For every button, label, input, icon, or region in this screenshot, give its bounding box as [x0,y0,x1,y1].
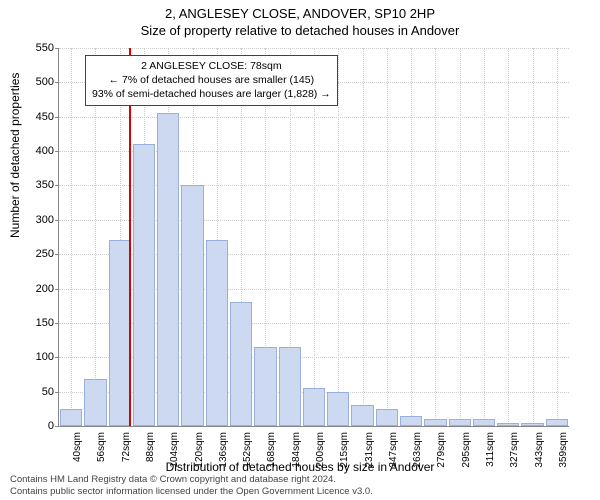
y-tick-mark [55,151,59,152]
histogram-bar [521,423,543,426]
x-tick-label: 247sqm [388,432,399,472]
y-tick-label: 150 [14,317,54,329]
gridline-v [484,48,485,426]
x-tick-label: 120sqm [194,432,205,472]
x-tick-label: 72sqm [121,432,132,472]
histogram-bar [473,419,495,426]
y-tick-mark [55,289,59,290]
gridline-v [411,48,412,426]
y-tick-mark [55,357,59,358]
gridline-v [533,48,534,426]
y-tick-label: 100 [14,351,54,363]
gridline-v [387,48,388,426]
x-tick-label: 359sqm [558,432,569,472]
y-tick-label: 350 [14,179,54,191]
x-tick-label: 263sqm [412,432,423,472]
histogram-bar [109,240,131,426]
histogram-bar [133,144,155,426]
y-tick-mark [55,426,59,427]
gridline-v [508,48,509,426]
y-tick-label: 200 [14,283,54,295]
y-tick-mark [55,254,59,255]
histogram-bar [351,405,373,426]
x-tick-label: 168sqm [266,432,277,472]
gridline-v [338,48,339,426]
footer-attribution: Contains HM Land Registry data © Crown c… [10,474,373,498]
y-tick-label: 0 [14,420,54,432]
y-tick-label: 50 [14,386,54,398]
histogram-bar [181,185,203,426]
x-tick-label: 184sqm [291,432,302,472]
gridline-v [460,48,461,426]
histogram-bar [376,409,398,426]
x-tick-label: 104sqm [169,432,180,472]
x-tick-label: 200sqm [315,432,326,472]
histogram-bar [157,113,179,426]
y-tick-label: 450 [14,111,54,123]
annotation-box: 2 ANGLESEY CLOSE: 78sqm← 7% of detached … [85,55,338,106]
gridline-v [363,48,364,426]
x-tick-label: 295sqm [461,432,472,472]
x-tick-label: 231sqm [364,432,375,472]
histogram-bar [327,392,349,426]
y-tick-mark [55,82,59,83]
histogram-bar [303,388,325,426]
y-tick-mark [55,323,59,324]
annotation-line-3: 93% of semi-detached houses are larger (… [92,87,331,101]
y-tick-label: 550 [14,42,54,54]
y-tick-mark [55,185,59,186]
y-tick-mark [55,117,59,118]
y-tick-label: 400 [14,145,54,157]
footer-line-1: Contains HM Land Registry data © Crown c… [10,474,373,486]
y-tick-label: 300 [14,214,54,226]
x-tick-label: 279sqm [436,432,447,472]
histogram-bar [279,347,301,426]
histogram-bar [84,379,106,426]
chart-title: 2, ANGLESEY CLOSE, ANDOVER, SP10 2HP [0,0,600,21]
histogram-bar [60,409,82,426]
gridline-v [557,48,558,426]
annotation-line-2: ← 7% of detached houses are smaller (145… [92,73,331,87]
x-tick-label: 343sqm [534,432,545,472]
footer-line-2: Contains public sector information licen… [10,486,373,498]
annotation-line-1: 2 ANGLESEY CLOSE: 78sqm [92,59,331,73]
x-tick-label: 88sqm [145,432,156,472]
histogram-bar [497,423,519,426]
histogram-bar [424,419,446,426]
y-tick-mark [55,392,59,393]
x-tick-label: 327sqm [509,432,520,472]
gridline-v [71,48,72,426]
x-tick-label: 311sqm [485,432,496,472]
histogram-bar [254,347,276,426]
x-tick-label: 40sqm [72,432,83,472]
y-tick-label: 250 [14,248,54,260]
chart-subtitle: Size of property relative to detached ho… [0,21,600,38]
y-tick-mark [55,220,59,221]
histogram-bar [449,419,471,426]
x-tick-label: 152sqm [242,432,253,472]
histogram-bar [206,240,228,426]
x-tick-label: 136sqm [218,432,229,472]
y-tick-label: 500 [14,76,54,88]
y-tick-mark [55,48,59,49]
x-tick-label: 215sqm [339,432,350,472]
gridline-v [435,48,436,426]
histogram-bar [400,416,422,426]
x-tick-label: 56sqm [96,432,107,472]
histogram-bar [546,419,568,426]
histogram-bar [230,302,252,426]
